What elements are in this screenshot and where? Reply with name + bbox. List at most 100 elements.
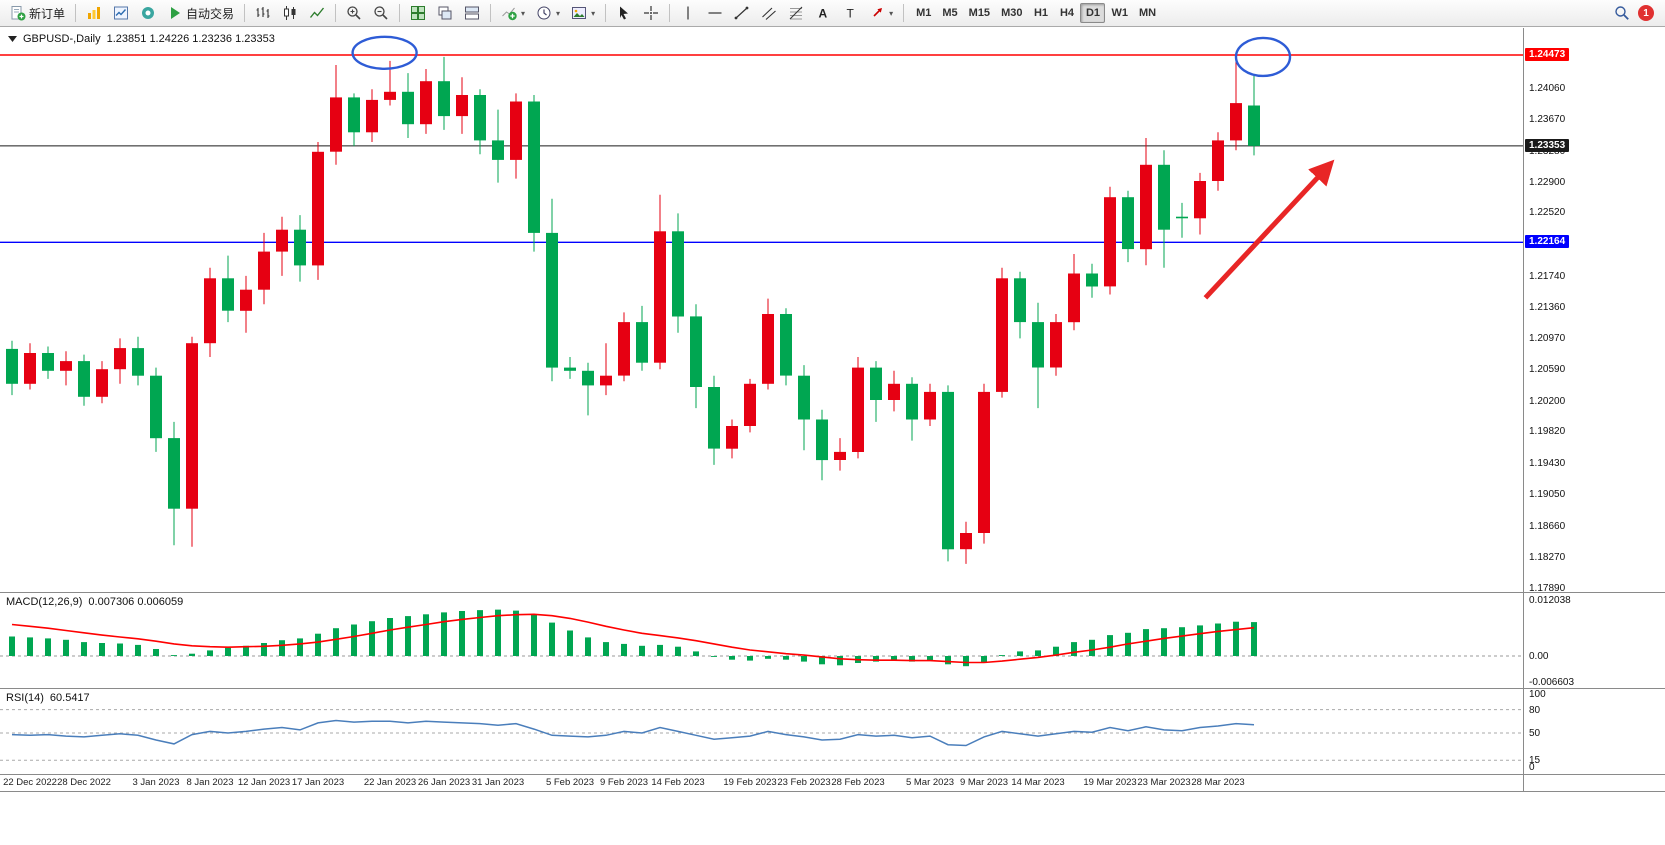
candle-body [960, 533, 972, 550]
price-axis-label: 1.20970 [1529, 333, 1566, 345]
cascade-windows-button[interactable] [432, 2, 458, 24]
candle-body [402, 91, 414, 125]
template-icon [572, 7, 587, 19]
price-axis-label: 1.20590 [1529, 363, 1566, 375]
timeframe-button-m1[interactable]: M1 [916, 7, 932, 19]
search-button[interactable] [1609, 2, 1635, 24]
candle-body [942, 391, 954, 550]
cascade-windows-icon [438, 6, 452, 20]
price-axis-label: 1.18270 [1529, 552, 1566, 564]
tile-horizontal-button[interactable] [459, 2, 485, 24]
add-indicator-button[interactable]: ▾ [496, 2, 530, 24]
periods-button[interactable]: ▾ [531, 2, 565, 24]
toolbar-separator [669, 4, 671, 22]
candle-body [348, 97, 360, 133]
price-axis-label: 1.17890 [1529, 582, 1566, 594]
text-label-icon: T [847, 7, 855, 21]
timeframe-button-d1[interactable]: D1 [1080, 3, 1106, 23]
candlestick-chart-icon [284, 6, 296, 20]
text-label-button[interactable]: T [837, 2, 863, 24]
timeframe-button-h4[interactable]: H4 [1059, 7, 1074, 19]
candle-body [222, 278, 234, 311]
toolbar-separator [605, 4, 607, 22]
resistance-price-tag: 1.24473 [1525, 48, 1570, 61]
line-chart-button[interactable] [304, 2, 330, 24]
rsi-axis-label: 100 [1529, 689, 1546, 700]
candle-body [834, 451, 846, 460]
tile-windows-button[interactable] [405, 2, 431, 24]
candle-body [474, 95, 486, 141]
macd-title: MACD(12,26,9) 0.007306 0.006059 [6, 596, 183, 608]
candlestick-chart-button[interactable] [277, 2, 303, 24]
notification-badge[interactable]: 1 [1638, 5, 1654, 21]
candle-body [60, 361, 72, 371]
candle-body [438, 81, 450, 117]
price-axis-label: 1.24060 [1529, 82, 1566, 94]
autotrading-button[interactable]: 自动交易 [162, 2, 239, 24]
trend-arrow[interactable] [1203, 159, 1335, 300]
main-chart-canvas[interactable] [0, 28, 1523, 592]
candle-body [510, 101, 522, 160]
timeframe-button-mn[interactable]: MN [1138, 7, 1157, 19]
navigator-button[interactable] [135, 2, 161, 24]
equidistant-channel-icon [762, 7, 776, 20]
macd-current-values: 0.007306 0.006059 [88, 596, 184, 608]
fibonacci-button[interactable] [783, 2, 809, 24]
trendline-button[interactable] [729, 2, 755, 24]
market-watch-button[interactable] [108, 2, 134, 24]
macd-axis-label: 0.012038 [1529, 595, 1571, 607]
rsi-title: RSI(14) 60.5417 [6, 692, 90, 704]
date-label: 3 Jan 2023 [132, 777, 180, 788]
crosshair-button[interactable] [638, 2, 664, 24]
horizontal-line-icon [708, 12, 722, 14]
candle-body [780, 314, 792, 376]
candle-body [6, 348, 18, 384]
candle-body [1032, 322, 1044, 368]
candle-body [186, 343, 198, 509]
rsi-panel-canvas[interactable] [0, 688, 1523, 774]
date-label: 23 Feb 2023 [777, 777, 831, 788]
date-label: 28 Mar 2023 [1191, 777, 1245, 788]
dropdown-caret: ▾ [889, 8, 894, 18]
market-watch-icon [114, 6, 129, 20]
chart-symbol-period: GBPUSD-,Daily [23, 33, 101, 45]
templates-button[interactable]: ▾ [566, 2, 600, 24]
zoom-in-button[interactable] [341, 2, 367, 24]
add-indicator-icon [502, 7, 517, 21]
date-label: 22 Jan 2023 [363, 777, 417, 788]
chart-menu-icon[interactable] [8, 35, 17, 43]
bar-chart-button[interactable] [250, 2, 276, 24]
candle-body [1068, 273, 1080, 323]
panel-separator[interactable] [0, 688, 1665, 689]
candle-body [528, 101, 540, 233]
equidistant-channel-button[interactable] [756, 2, 782, 24]
highlight-ellipse[interactable] [1234, 36, 1292, 78]
timeframe-button-m30[interactable]: M30 [1001, 7, 1023, 19]
candle-body [852, 367, 864, 452]
candle-body [1122, 197, 1134, 250]
new-order-button[interactable]: 新订单 [5, 2, 70, 24]
arrows-tool-button[interactable]: ▾ [864, 2, 898, 24]
text-button[interactable]: A [810, 2, 836, 24]
candle-body [1014, 278, 1026, 323]
horizontal-line-button[interactable] [702, 2, 728, 24]
timeframe-button-h1[interactable]: H1 [1033, 7, 1048, 19]
candle-body [672, 231, 684, 317]
zoom-out-icon [374, 6, 388, 20]
timeframe-button-m5[interactable]: M5 [942, 7, 958, 19]
timeframe-button-m15[interactable]: M15 [968, 7, 991, 19]
chart-wizard-button[interactable] [81, 2, 107, 24]
highlight-ellipse[interactable] [351, 35, 418, 70]
macd-panel-canvas[interactable] [0, 592, 1523, 688]
vertical-line-button[interactable] [675, 2, 701, 24]
timeframe-button-w1[interactable]: W1 [1111, 7, 1128, 19]
zoom-out-button[interactable] [368, 2, 394, 24]
svg-text:T: T [847, 7, 855, 21]
panel-separator[interactable] [0, 592, 1665, 593]
date-label: 5 Feb 2023 [545, 777, 595, 788]
candle-body [1140, 164, 1152, 250]
chart-wizard-icon [88, 7, 101, 19]
zoom-in-icon [347, 6, 361, 20]
cursor-button[interactable] [611, 2, 637, 24]
candle-body [420, 81, 432, 125]
